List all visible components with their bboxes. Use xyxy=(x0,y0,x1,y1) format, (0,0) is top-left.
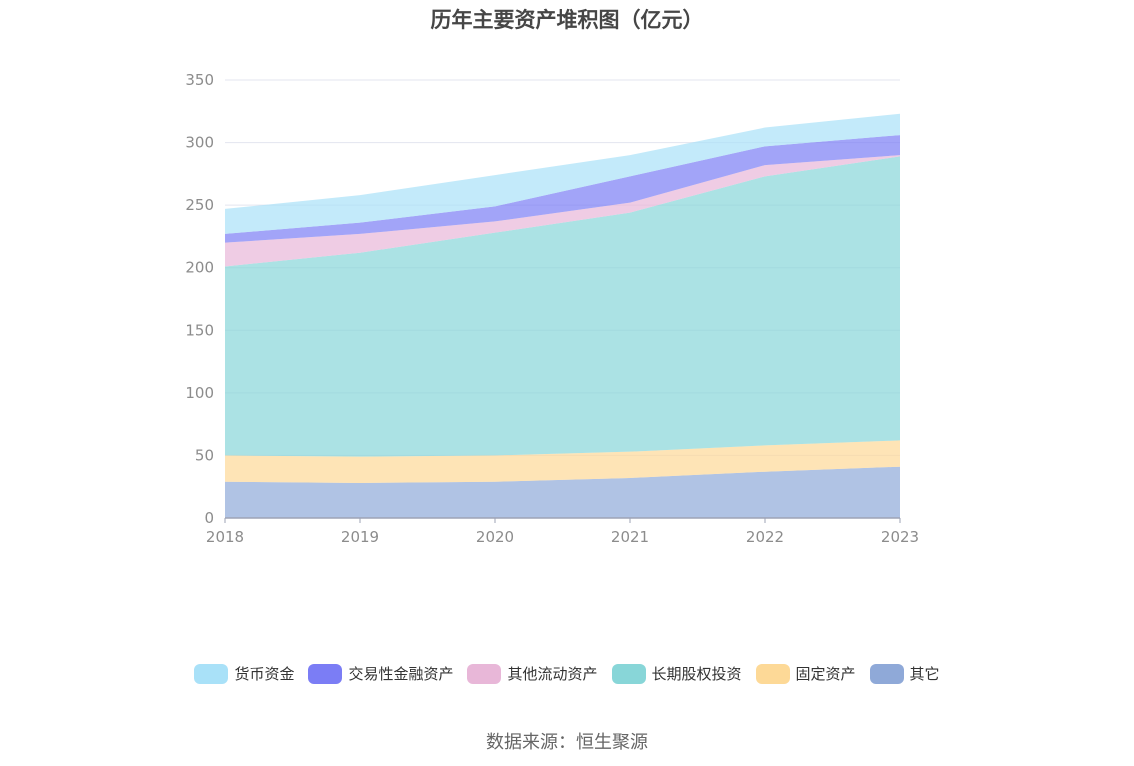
legend-swatch xyxy=(194,663,229,684)
data-source: 数据来源：恒生聚源 xyxy=(486,732,648,753)
legend-swatch xyxy=(755,663,790,684)
y-tick-label: 250 xyxy=(185,196,214,214)
axes: 0 50 100 150 200 250 300 350 2018 2019 2020 2021 202… xyxy=(185,71,919,546)
legend-item[interactable]: 长期股权投资 xyxy=(611,663,742,684)
area-series-货币资金 xyxy=(225,113,900,234)
legend-label: 其他流动资产 xyxy=(507,665,598,683)
y-tick-label: 150 xyxy=(185,321,214,339)
legend-item[interactable]: 其它 xyxy=(869,663,940,684)
y-tick-label: 200 xyxy=(185,259,214,277)
legend-label: 交易性金融资产 xyxy=(348,665,454,683)
legend-label: 货币资金 xyxy=(234,665,295,683)
legend-label: 其它 xyxy=(909,665,940,683)
x-tick-label: 2018 xyxy=(206,528,244,546)
legend-swatch xyxy=(611,663,646,684)
legend-item[interactable]: 交易性金融资产 xyxy=(308,663,453,684)
area-series-交易性金融资产 xyxy=(225,135,900,243)
y-tick-label: 50 xyxy=(195,446,214,464)
x-tick-label: 2022 xyxy=(746,528,784,546)
area-series-其它 xyxy=(225,466,900,518)
area-series-固定资产 xyxy=(225,440,900,483)
area-series xyxy=(225,113,900,518)
x-tick-label: 2019 xyxy=(341,528,379,546)
y-tick-label: 0 xyxy=(204,509,214,527)
legend-swatch xyxy=(308,663,343,684)
x-tick-label: 2020 xyxy=(476,528,514,546)
legend-item[interactable]: 固定资产 xyxy=(755,663,856,684)
area-series-其他流动资产 xyxy=(225,155,900,267)
legend-item[interactable]: 货币资金 xyxy=(194,663,294,684)
chart-title: 历年主要资产堆积图（亿元） xyxy=(430,8,704,32)
y-tick-label: 100 xyxy=(185,384,214,402)
legend-item[interactable]: 其他流动资产 xyxy=(467,663,598,684)
area-series-长期股权投资 xyxy=(225,156,900,457)
legend-label: 固定资产 xyxy=(795,665,856,683)
y-tick-label: 350 xyxy=(185,71,214,89)
legend-swatch xyxy=(869,663,904,684)
x-tick-label: 2021 xyxy=(611,528,649,546)
legend-label: 长期股权投资 xyxy=(651,665,742,683)
y-tick-label: 300 xyxy=(185,134,214,152)
legend-swatch xyxy=(467,663,502,684)
legend: 货币资金 交易性金融资产 其他流动资产 长期股权投资 固定资产 其它 xyxy=(0,663,1134,684)
stacked-area-chart: 0 50 100 150 200 250 300 350 2018 2019 2020 2021 202… xyxy=(185,71,919,546)
x-tick-label: 2023 xyxy=(881,528,919,546)
